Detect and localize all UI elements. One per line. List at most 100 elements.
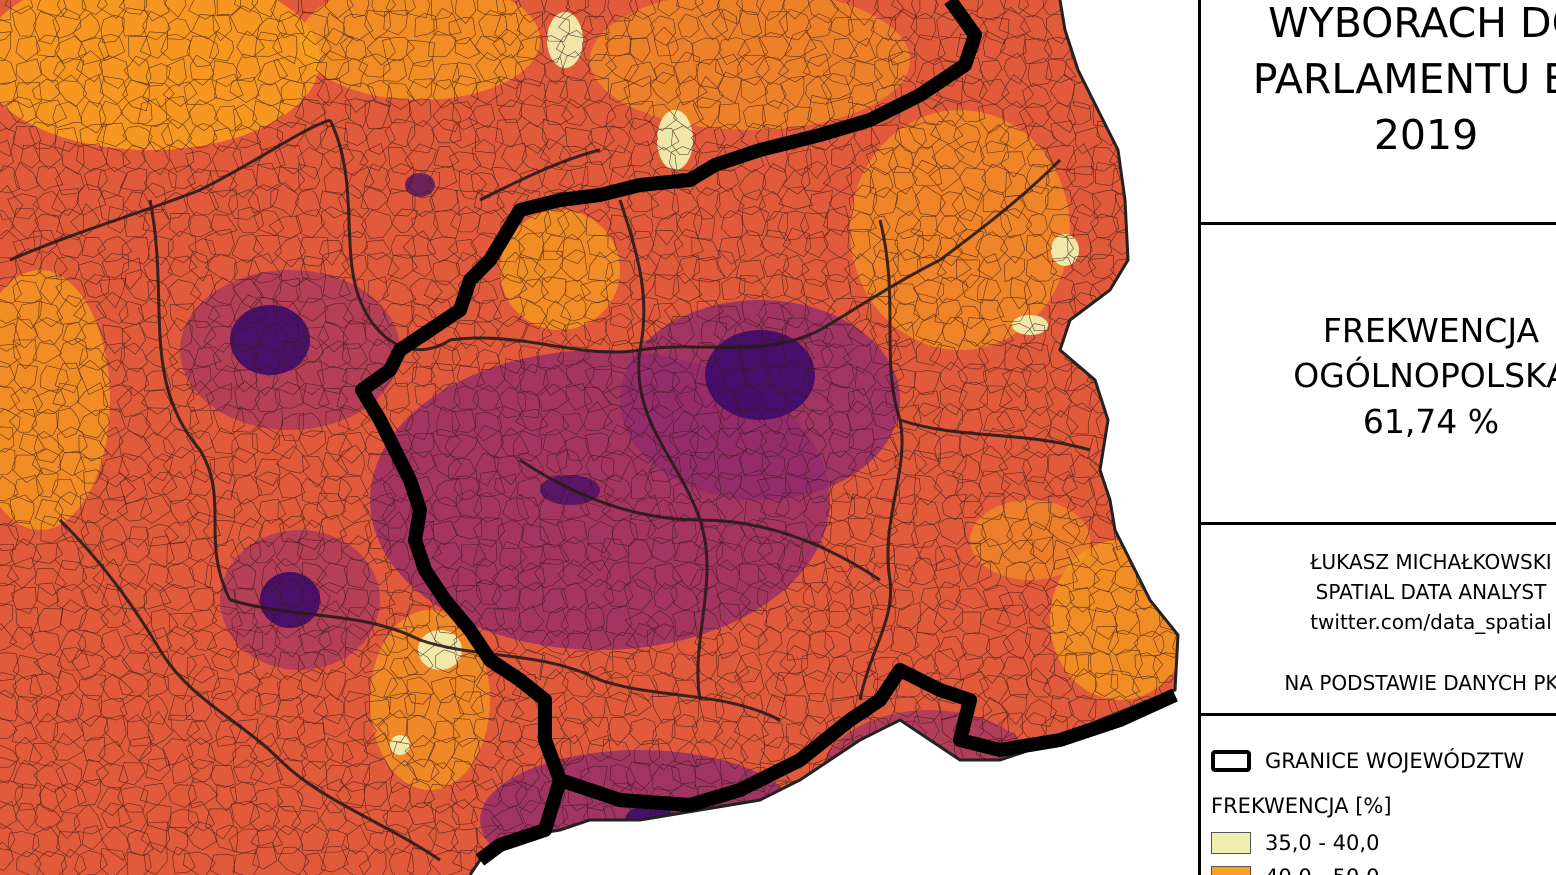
municipality-cell — [1021, 521, 1054, 553]
municipality-cell — [696, 76, 725, 109]
municipality-cell — [1181, 317, 1198, 343]
municipality-cell — [1045, 145, 1077, 171]
municipality-cell — [61, 141, 85, 175]
municipality-cell — [1094, 161, 1121, 187]
municipality-cell — [1163, 383, 1178, 414]
municipality-cell — [35, 467, 59, 498]
municipality-cell — [888, 36, 916, 66]
municipality-cell — [1044, 827, 1074, 856]
municipality-cell — [870, 436, 900, 463]
municipality-cell — [1137, 16, 1160, 45]
municipality-cell — [160, 34, 191, 61]
municipality-cell — [1069, 203, 1099, 234]
municipality-cell — [122, 79, 150, 112]
municipality-cell — [314, 649, 345, 675]
municipality-cell — [471, 139, 496, 170]
municipality-cell — [919, 783, 943, 811]
municipality-cell — [984, 855, 1011, 875]
municipality-cell — [1028, 603, 1054, 630]
municipality-cell — [894, 829, 927, 857]
municipality-cell — [1172, 633, 1178, 662]
municipality-cell — [298, 412, 323, 438]
municipality-cell — [411, 210, 439, 241]
municipality-cell — [298, 629, 332, 654]
municipality-cell — [121, 7, 149, 37]
municipality-cell — [1026, 406, 1053, 430]
municipality-cell — [142, 11, 171, 41]
municipality-cell — [98, 698, 128, 721]
municipality-cell — [657, 0, 680, 17]
municipality-cell — [808, 190, 833, 219]
municipality-cell — [253, 235, 282, 264]
municipality-cell — [1133, 492, 1161, 527]
municipality-cell — [1109, 385, 1141, 412]
municipality-cell — [228, 447, 257, 476]
municipality-cell — [737, 189, 766, 216]
municipality-cell — [404, 734, 436, 768]
municipality-cell — [676, 211, 703, 240]
municipality-cell — [760, 229, 792, 259]
municipality-cell — [163, 428, 198, 459]
municipality-cell — [1049, 362, 1072, 396]
author-link[interactable]: twitter.com/data_spatial — [1310, 610, 1552, 634]
municipality-cell — [800, 212, 829, 239]
municipality-cell — [1046, 805, 1078, 833]
municipality-cell — [737, 35, 769, 66]
municipality-cell — [800, 278, 830, 305]
municipality-cell — [741, 360, 774, 388]
municipality-cell — [912, 278, 945, 305]
municipality-cell — [0, 602, 14, 631]
municipality-cell — [0, 652, 20, 682]
municipality-cell — [339, 520, 373, 545]
municipality-cell — [493, 296, 525, 328]
municipality-cell — [1110, 853, 1141, 875]
municipality-cell — [785, 829, 812, 861]
municipality-cell — [256, 716, 281, 748]
municipality-cell — [1152, 231, 1178, 261]
class-swatch — [1211, 866, 1251, 875]
municipality-cell — [127, 714, 155, 747]
municipality-cell — [98, 55, 130, 89]
municipality-cell — [146, 563, 174, 592]
municipality-cell — [717, 250, 737, 279]
municipality-cell — [358, 53, 391, 78]
municipality-cell — [497, 405, 527, 437]
municipality-cell — [232, 326, 260, 353]
municipality-cell — [805, 692, 831, 725]
municipality-cell — [1026, 823, 1053, 854]
municipality-cell — [36, 0, 68, 17]
municipality-cell — [627, 846, 656, 875]
municipality-cell — [1000, 151, 1026, 178]
municipality-cell — [274, 144, 306, 175]
municipality-cell — [37, 608, 64, 632]
municipality-cell — [664, 297, 694, 325]
municipality-cell — [910, 12, 937, 41]
municipality-cell — [164, 0, 187, 18]
municipality-cell — [757, 477, 792, 503]
turnout-region — [820, 710, 1040, 850]
municipality-cell — [690, 739, 719, 767]
municipality-cell — [675, 75, 708, 106]
municipality-cell — [802, 561, 829, 594]
municipality-cell — [934, 298, 963, 325]
municipality-cell — [15, 58, 42, 86]
municipality-cell — [978, 338, 1006, 373]
municipality-cell — [1109, 99, 1141, 132]
municipality-cell — [996, 296, 1029, 323]
municipality-cell — [58, 450, 86, 477]
municipality-cell — [187, 168, 214, 194]
municipality-cell — [608, 79, 631, 103]
municipality-cell — [145, 757, 171, 781]
municipality-cell — [1066, 143, 1095, 176]
municipality-cell — [1087, 650, 1114, 679]
municipality-cell — [189, 54, 215, 86]
turnout-region — [418, 630, 462, 670]
municipality-cell — [889, 805, 917, 834]
municipality-cell — [76, 143, 108, 172]
municipality-cell — [99, 538, 128, 567]
municipality-cell — [961, 848, 992, 875]
municipality-cell — [315, 50, 350, 81]
municipality-cell — [606, 560, 632, 593]
municipality-cell — [159, 583, 192, 611]
municipality-cell — [300, 477, 328, 506]
